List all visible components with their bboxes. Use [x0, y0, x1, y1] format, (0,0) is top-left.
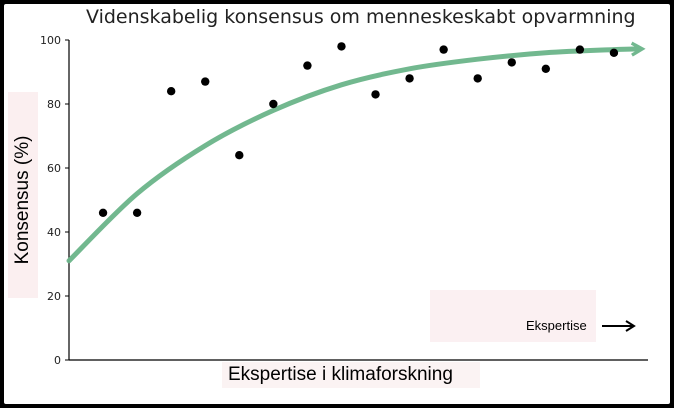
y-tick-label: 0 [54, 354, 61, 367]
data-point [166, 87, 176, 96]
data-point [473, 74, 482, 83]
y-tick-label: 20 [47, 290, 61, 303]
x-axis-label: Ekspertise i klimaforskning [222, 362, 480, 388]
data-point [405, 74, 414, 83]
legend-background [430, 290, 596, 342]
data-point [439, 45, 448, 54]
y-tick-label: 60 [47, 162, 61, 175]
data-point [575, 45, 585, 54]
right-arrow-icon [602, 320, 636, 332]
data-point [303, 61, 312, 70]
data-point [269, 99, 278, 109]
data-point [507, 58, 516, 67]
y-tick-label: 40 [47, 226, 61, 239]
data-point [609, 48, 619, 57]
data-point [201, 77, 210, 86]
data-point [371, 90, 380, 99]
ylabel-background [8, 92, 38, 298]
data-point [132, 208, 142, 217]
data-point [337, 42, 346, 51]
y-tick-label: 100 [40, 34, 61, 47]
data-point [98, 208, 108, 217]
axes [68, 40, 648, 361]
y-ticks: 0 20 40 60 80 100 [40, 34, 69, 367]
data-points [98, 42, 619, 217]
data-point [235, 151, 244, 160]
legend-label: Ekspertise [526, 318, 587, 333]
trend-curve [66, 49, 638, 264]
y-tick-label: 80 [47, 98, 61, 111]
trend-line [66, 49, 638, 264]
chart-title: Videnskabelig konsensus om menneskeskabt… [86, 6, 636, 28]
data-point [541, 64, 551, 74]
